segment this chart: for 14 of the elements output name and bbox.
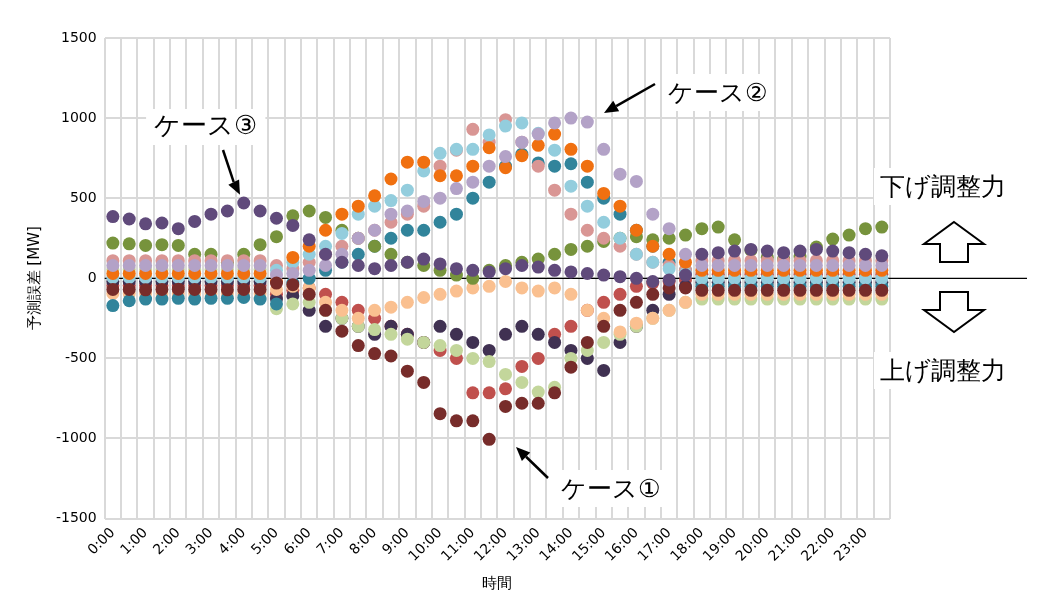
y-tick-label: -500 (64, 349, 97, 366)
annotation: ケース③ (154, 109, 258, 140)
y-axis-title: 予測誤差 [MW] (24, 226, 43, 331)
x-axis-title: 時間 (482, 573, 513, 592)
y-tick-label: 500 (69, 188, 97, 205)
annotation: 下げ調整力 (874, 168, 1012, 205)
y-tick-label: 1500 (61, 28, 97, 45)
y-tick-label: 0 (87, 268, 97, 285)
annotation: ケース② (662, 74, 774, 111)
y-tick-label: -1000 (55, 429, 97, 446)
annotation: ケース① (555, 470, 667, 507)
y-tick-label: -1500 (55, 509, 97, 526)
annotation: 上げ調整力 (874, 352, 1012, 389)
y-tick-label: 1000 (61, 108, 97, 125)
